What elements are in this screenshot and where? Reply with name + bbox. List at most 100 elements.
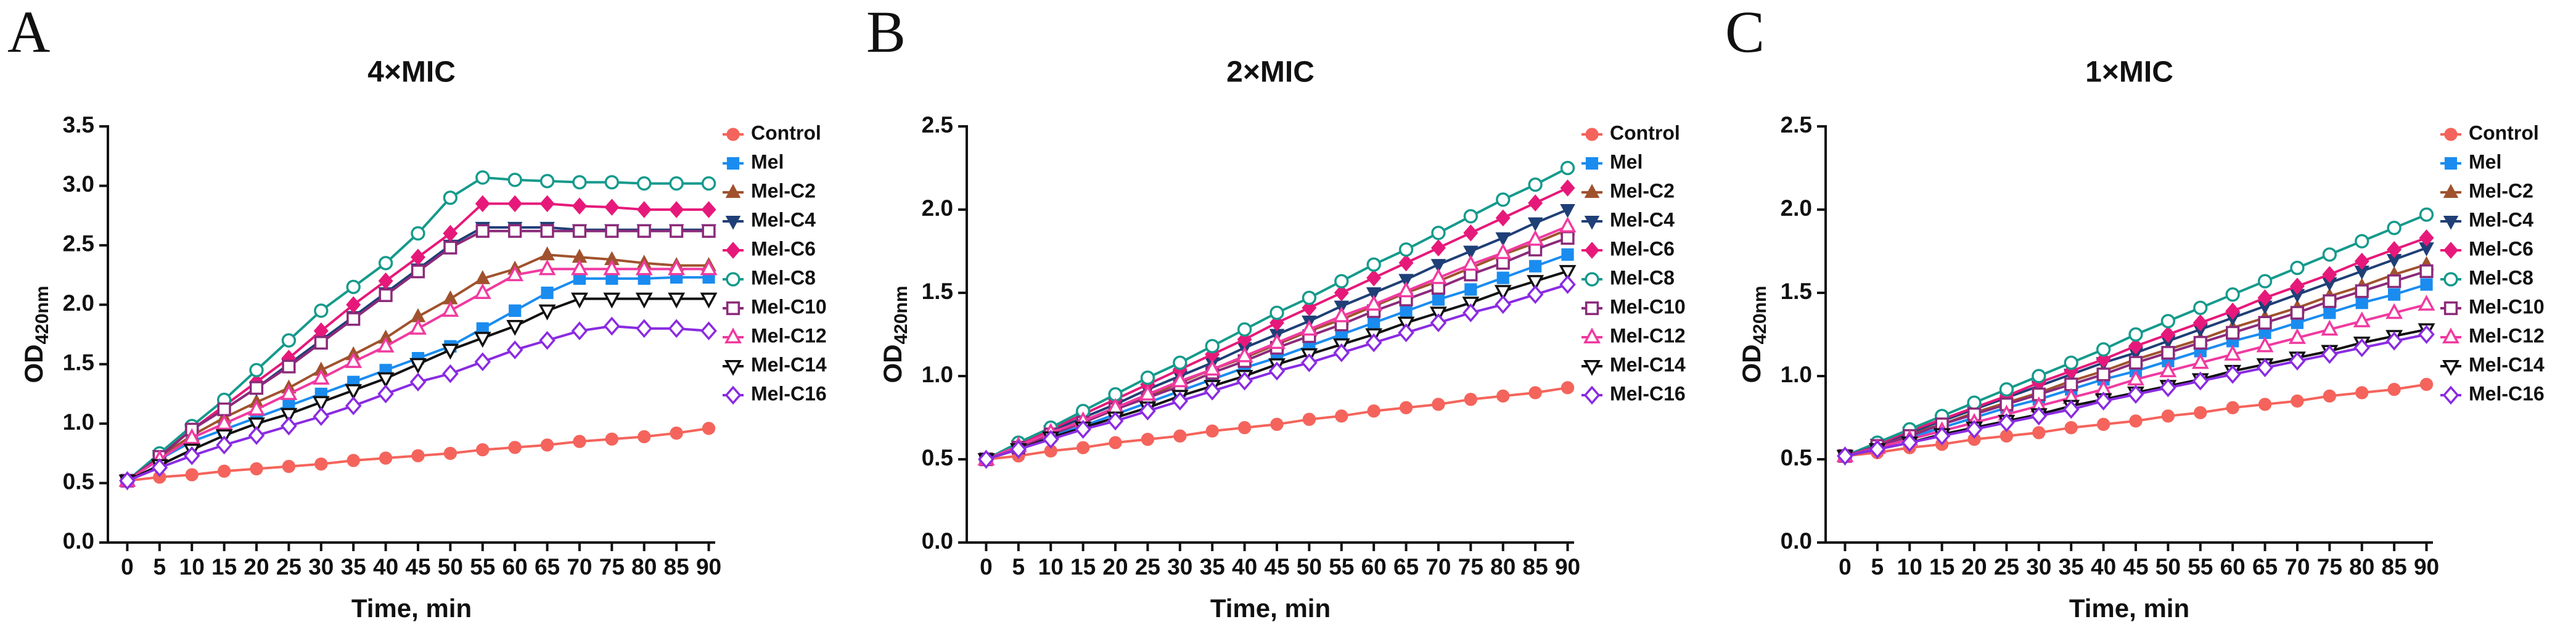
marker [1204, 381, 1221, 401]
marker [507, 195, 523, 213]
x-axis-label: Time, min [1210, 594, 1331, 623]
marker [185, 468, 199, 481]
marker [2030, 406, 2048, 426]
marker [1560, 160, 1575, 176]
legend-label: Mel-C6 [2469, 237, 2533, 260]
marker [249, 381, 264, 395]
marker [605, 224, 619, 238]
marker [539, 246, 555, 261]
marker [2385, 303, 2403, 319]
marker [1398, 274, 1414, 289]
marker [410, 248, 425, 266]
marker [1141, 432, 1155, 446]
legend-marker [726, 272, 740, 287]
x-tick-label: 90 [696, 554, 721, 580]
marker [2355, 297, 2368, 309]
legend-label: Mel-C2 [751, 179, 816, 202]
y-tick-label: 0.5 [922, 445, 953, 470]
marker [2193, 300, 2208, 315]
marker [183, 446, 200, 465]
legend-label: Mel-C14 [751, 353, 827, 375]
legend-label: Control [751, 121, 821, 144]
x-tick-label: 65 [535, 554, 560, 580]
legend-marker [724, 385, 742, 405]
marker [603, 292, 621, 309]
marker [573, 435, 586, 448]
marker [1205, 338, 1220, 354]
marker [1529, 260, 1542, 272]
chart-title: 4×MIC [367, 56, 456, 89]
legend-label: Mel-C12 [751, 324, 827, 346]
y-axis-label: OD420nm [1737, 285, 1770, 383]
marker [603, 259, 621, 276]
marker [378, 256, 393, 271]
legend-label: Mel-C4 [2469, 208, 2533, 231]
marker [506, 340, 523, 359]
marker [1173, 429, 1187, 443]
y-tick-label: 2.0 [1781, 195, 1812, 221]
x-tick-label: 90 [1555, 554, 1580, 580]
x-tick-label: 10 [1897, 554, 1922, 580]
marker [248, 426, 265, 445]
marker [1204, 359, 1221, 376]
marker [2388, 288, 2401, 301]
x-tick-label: 15 [1070, 554, 1096, 580]
y-tick-label: 2.5 [63, 231, 94, 256]
x-tick-label: 80 [2349, 554, 2374, 580]
marker [1270, 305, 1284, 321]
chart-title: 2×MIC [1226, 56, 1315, 89]
marker [1268, 361, 1286, 381]
marker [216, 435, 232, 455]
legend-marker [2444, 157, 2458, 170]
marker [377, 372, 395, 388]
marker [250, 462, 263, 476]
marker [538, 259, 556, 276]
y-tick-label: 2.5 [922, 112, 953, 137]
legend-label: Mel [1610, 150, 1643, 173]
marker [605, 432, 618, 446]
marker [1270, 417, 1284, 431]
panel-label: C [1725, 0, 1765, 65]
marker [312, 369, 330, 385]
marker [1236, 346, 1253, 363]
x-tick-label: 15 [211, 554, 237, 580]
marker [1010, 440, 1027, 459]
marker [2290, 260, 2305, 276]
marker [1076, 441, 1090, 454]
x-tick-label: 75 [1458, 554, 1483, 580]
marker [1398, 254, 1414, 272]
marker [1527, 229, 1544, 246]
marker [2387, 241, 2402, 258]
legend-marker [2442, 327, 2459, 343]
marker [2160, 326, 2176, 343]
marker [1432, 398, 1445, 411]
legend-label: Mel-C10 [1610, 295, 1686, 318]
marker [702, 224, 716, 238]
marker [2129, 414, 2143, 428]
y-axis-label: OD420nm [19, 285, 52, 383]
marker [476, 443, 490, 457]
marker [281, 333, 297, 348]
marker [2258, 398, 2272, 411]
x-tick-label: 90 [2414, 554, 2439, 580]
marker [2096, 417, 2110, 431]
marker [280, 384, 298, 400]
marker [1366, 287, 1382, 301]
legend-label: Control [2469, 121, 2539, 144]
marker [978, 449, 995, 469]
marker [474, 352, 491, 372]
x-tick-label: 20 [244, 554, 269, 580]
marker [1934, 426, 1950, 446]
marker [1967, 395, 1982, 410]
y-tick-label: 2.5 [1781, 112, 1812, 137]
marker [2193, 335, 2207, 350]
legend-label: Mel-C16 [2469, 382, 2545, 404]
legend-marker [1585, 128, 1599, 141]
y-tick-label: 2.0 [63, 290, 94, 316]
marker [538, 304, 556, 321]
marker [1171, 371, 1189, 388]
marker [1495, 295, 1512, 314]
marker [571, 321, 588, 341]
marker [313, 407, 330, 426]
